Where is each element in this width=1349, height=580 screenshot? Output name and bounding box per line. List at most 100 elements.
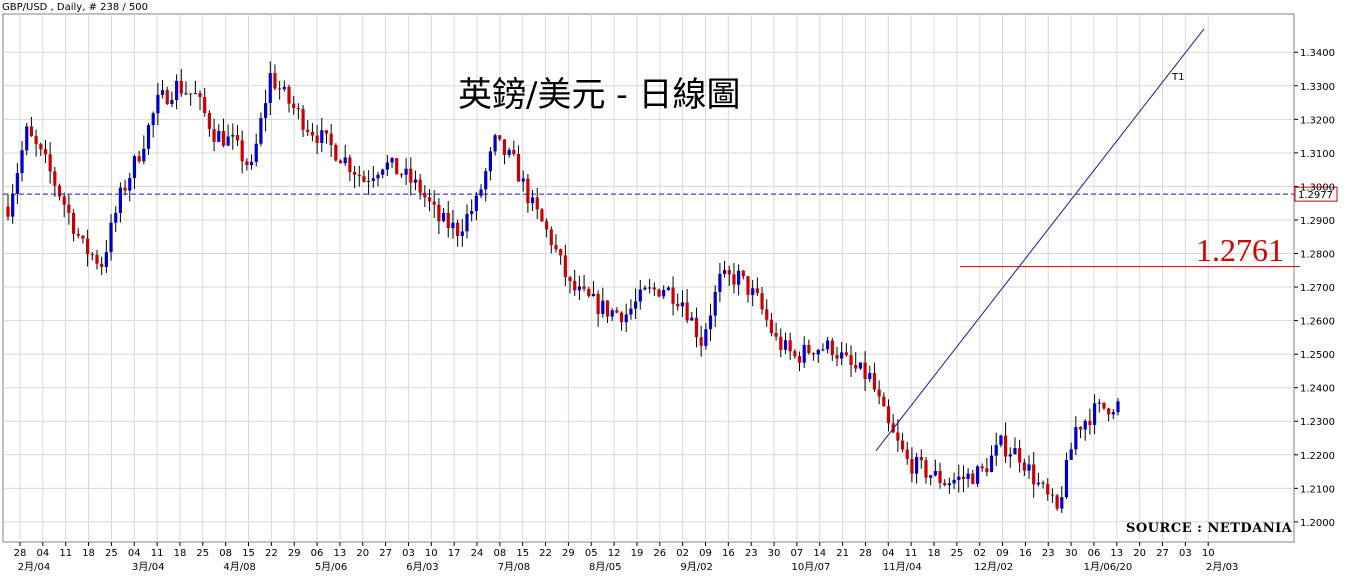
candle: [854, 352, 858, 373]
candle-body: [390, 158, 394, 163]
candle-body: [708, 315, 713, 330]
candle: [151, 111, 155, 138]
candle-body: [704, 329, 708, 346]
candle-body: [57, 185, 62, 197]
candle-body: [306, 129, 310, 133]
candle-body: [530, 197, 535, 204]
x-tick-label: 18: [928, 548, 941, 559]
candle: [409, 157, 413, 196]
candle-body: [989, 455, 994, 473]
candle-body: [329, 133, 333, 145]
candle: [1088, 408, 1092, 435]
candle-body: [666, 287, 670, 290]
candle-body: [919, 456, 923, 461]
candle-body: [175, 80, 179, 101]
x-month-label: 10月/07: [791, 561, 830, 573]
candle: [231, 123, 235, 150]
x-month-label: 8月/05: [589, 561, 621, 573]
candle-body: [296, 107, 300, 110]
candle-body: [966, 473, 970, 480]
candle-body: [1116, 401, 1120, 413]
candle: [957, 464, 961, 493]
candle: [755, 277, 759, 296]
candle: [193, 80, 197, 95]
candle: [886, 399, 891, 432]
candle-body: [207, 112, 211, 130]
candle-body: [493, 135, 497, 152]
candle-body: [142, 148, 146, 162]
candle: [601, 287, 605, 318]
candle: [221, 118, 226, 148]
candle-body: [657, 289, 661, 297]
candle-body: [751, 288, 755, 295]
candle: [381, 168, 385, 179]
candle-body: [746, 276, 750, 295]
candle-body: [1107, 408, 1111, 415]
candle-body: [301, 109, 305, 130]
candle: [212, 118, 216, 152]
candle-body: [245, 161, 249, 165]
candle-body: [474, 195, 478, 212]
candle: [526, 174, 530, 213]
candle-body: [1102, 402, 1106, 409]
y-tick-label: 1.3100: [1300, 149, 1335, 160]
candle: [591, 281, 596, 297]
x-tick-label: 10: [1202, 548, 1215, 559]
candle-body: [1088, 420, 1092, 426]
candle-body: [43, 149, 48, 155]
candle-body: [240, 140, 244, 162]
x-tick-label: 06: [311, 548, 324, 559]
candle: [76, 228, 80, 239]
candle: [605, 300, 610, 323]
candle-body: [741, 270, 745, 277]
candle-body: [479, 189, 483, 196]
candle: [830, 337, 834, 361]
candle: [765, 299, 769, 327]
candle-body: [20, 150, 24, 174]
candle-body: [11, 193, 15, 217]
candle-body: [404, 168, 408, 175]
candle: [470, 199, 474, 222]
candle: [559, 248, 563, 265]
candle: [376, 171, 380, 187]
candle-body: [67, 204, 71, 213]
candle-body: [231, 135, 235, 137]
grid-layer: [3, 14, 1294, 542]
candle: [203, 87, 207, 117]
candle-body: [76, 233, 80, 236]
candle-body: [25, 126, 29, 151]
candle-body: [924, 460, 928, 478]
candle: [512, 140, 516, 157]
candle: [254, 133, 258, 167]
x-tick-label: 29: [288, 548, 301, 559]
candle-body: [179, 80, 183, 94]
trendline-t1: [875, 28, 1205, 452]
candle-body: [961, 476, 966, 480]
x-tick-label: 28: [14, 548, 27, 559]
candle-body: [769, 319, 774, 334]
candle: [278, 81, 282, 100]
candle-body: [526, 178, 530, 204]
candle-body: [263, 102, 268, 119]
candle-body: [315, 135, 319, 143]
candle: [919, 449, 923, 469]
y-tick-label: 1.2300: [1300, 417, 1335, 428]
candle-body: [498, 135, 502, 140]
candle: [334, 143, 338, 162]
candle-body: [432, 201, 436, 205]
candle-body: [376, 174, 380, 179]
candle: [811, 352, 816, 361]
candle: [596, 290, 600, 327]
candle: [1055, 493, 1059, 511]
candle-body: [568, 277, 572, 281]
candle: [1013, 437, 1017, 455]
candle-body: [507, 149, 511, 155]
candle-body: [826, 340, 830, 350]
candle-body: [39, 144, 43, 150]
candle-body: [15, 173, 19, 194]
candle: [694, 307, 699, 348]
candle: [348, 154, 352, 182]
candle: [142, 135, 146, 165]
candle: [179, 69, 183, 97]
candle: [863, 351, 867, 392]
